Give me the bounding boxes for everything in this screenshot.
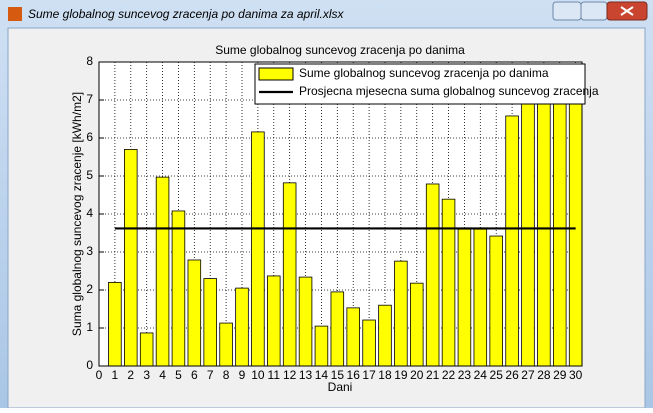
bar <box>282 182 297 366</box>
bar <box>441 198 456 366</box>
bar <box>537 98 551 366</box>
y-tick-label: 8 <box>86 54 93 68</box>
bar <box>139 332 154 366</box>
x-tick-label: 21 <box>426 368 440 382</box>
x-tick-label: 20 <box>410 368 424 382</box>
bar <box>235 287 249 366</box>
bar <box>187 259 202 366</box>
x-tick-label: 16 <box>347 368 361 382</box>
bar <box>394 260 408 366</box>
x-tick-label: 1 <box>112 368 119 382</box>
y-tick-label: 0 <box>86 358 93 372</box>
bar <box>330 291 345 366</box>
x-tick-label: 12 <box>283 368 297 382</box>
bar <box>410 282 424 366</box>
bar <box>378 304 392 366</box>
x-tick-label: 8 <box>223 368 230 382</box>
maximize-button[interactable] <box>580 1 608 21</box>
x-tick-label: 6 <box>191 368 198 382</box>
bar <box>124 148 138 366</box>
bar <box>473 228 488 366</box>
legend-swatch <box>258 67 294 81</box>
x-tick-label: 10 <box>251 368 265 382</box>
x-tick-label: 2 <box>127 368 134 382</box>
legend-box <box>254 63 586 105</box>
bar <box>219 322 233 366</box>
chart-title: Sume globalnog suncevog zracenja po dani… <box>215 43 465 57</box>
y-tick-label: 3 <box>86 244 93 258</box>
y-tick-label: 1 <box>86 320 93 334</box>
bar <box>203 278 217 366</box>
x-tick-label: 18 <box>378 368 392 382</box>
x-tick-label: 29 <box>553 368 567 382</box>
x-tick-label: 23 <box>458 368 472 382</box>
bar <box>155 176 170 366</box>
x-tick-label: 17 <box>362 368 376 382</box>
bar <box>251 131 265 366</box>
y-tick-label: 6 <box>86 130 93 144</box>
x-tick-label: 24 <box>474 368 488 382</box>
y-tick-label: 2 <box>86 282 93 296</box>
x-tick-label: 13 <box>299 368 313 382</box>
x-tick-label: 27 <box>521 368 535 382</box>
axes-box <box>98 61 583 367</box>
bar <box>171 210 186 366</box>
x-tick-label: 30 <box>569 368 583 382</box>
x-tick-label: 14 <box>315 368 329 382</box>
x-tick-label: 0 <box>96 368 103 382</box>
close-icon <box>620 6 634 16</box>
x-tick-label: 5 <box>175 368 182 382</box>
bar <box>267 275 281 366</box>
bar <box>489 235 503 366</box>
x-axis-label: Dani <box>328 380 353 394</box>
bar <box>298 276 313 366</box>
x-tick-label: 7 <box>207 368 214 382</box>
x-tick-label: 25 <box>490 368 504 382</box>
x-tick-label: 3 <box>143 368 150 382</box>
bar <box>568 96 582 366</box>
x-tick-label: 9 <box>239 368 246 382</box>
y-tick-label: 5 <box>86 168 93 182</box>
x-tick-label: 22 <box>442 368 456 382</box>
x-tick-label: 28 <box>537 368 551 382</box>
x-tick-label: 4 <box>159 368 166 382</box>
bar <box>457 228 472 366</box>
bar <box>346 307 360 366</box>
legend-label: Sume globalnog suncevog zracenja po dani… <box>299 66 549 80</box>
window-title: Sume globalnog suncevog zracenja po dani… <box>28 7 345 21</box>
bar <box>505 115 519 366</box>
y-tick-label: 7 <box>86 92 93 106</box>
x-tick-label: 19 <box>394 368 408 382</box>
y-tick-label: 4 <box>86 206 93 220</box>
bar <box>314 325 329 366</box>
legend-label: Prosjecna mjesecna suma globalnog suncev… <box>299 84 599 98</box>
minimize-button[interactable] <box>552 1 582 21</box>
bar <box>108 281 122 366</box>
bar <box>425 183 440 366</box>
bar <box>553 101 567 366</box>
bar <box>362 319 376 366</box>
x-tick-label: 15 <box>331 368 345 382</box>
y-axis-label: Suma globalnog suncevog zracenje [kWh/m2… <box>70 92 84 336</box>
bar <box>521 98 535 366</box>
app-icon <box>8 7 22 21</box>
x-tick-label: 11 <box>268 368 281 382</box>
x-tick-label: 26 <box>505 368 519 382</box>
